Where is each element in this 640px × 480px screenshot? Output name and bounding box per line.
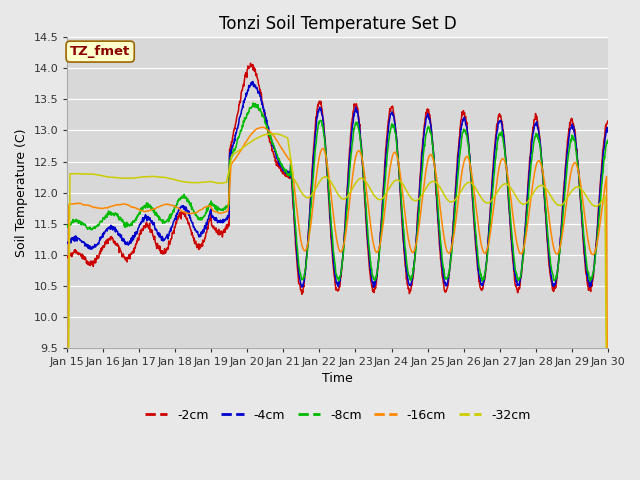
-32cm bbox=[422, 186, 429, 192]
-16cm bbox=[540, 175, 548, 180]
-16cm bbox=[244, 136, 252, 142]
X-axis label: Time: Time bbox=[322, 372, 353, 385]
-8cm bbox=[540, 180, 548, 186]
-4cm bbox=[244, 87, 252, 93]
Line: -2cm: -2cm bbox=[67, 63, 607, 294]
-4cm bbox=[604, 126, 611, 132]
-2cm bbox=[604, 118, 611, 124]
-2cm bbox=[170, 225, 178, 230]
Y-axis label: Soil Temperature (C): Soil Temperature (C) bbox=[15, 128, 28, 257]
-32cm bbox=[492, 191, 500, 197]
-8cm bbox=[492, 151, 500, 157]
-32cm bbox=[270, 131, 278, 137]
-8cm bbox=[604, 137, 611, 143]
-8cm bbox=[170, 205, 178, 211]
-2cm bbox=[246, 60, 254, 66]
-8cm bbox=[586, 278, 594, 284]
-16cm bbox=[492, 185, 500, 191]
-2cm bbox=[422, 110, 429, 116]
Text: TZ_fmet: TZ_fmet bbox=[70, 45, 131, 58]
-8cm bbox=[184, 197, 191, 203]
-16cm bbox=[259, 124, 267, 130]
-4cm bbox=[249, 79, 257, 84]
-2cm bbox=[493, 124, 500, 130]
-4cm bbox=[422, 117, 429, 123]
Line: -16cm: -16cm bbox=[67, 127, 607, 480]
-2cm bbox=[298, 291, 306, 297]
-32cm bbox=[184, 180, 191, 185]
-8cm bbox=[63, 224, 71, 229]
-4cm bbox=[493, 132, 500, 138]
-16cm bbox=[170, 204, 178, 209]
Line: -32cm: -32cm bbox=[67, 134, 607, 480]
-32cm bbox=[170, 177, 178, 182]
-8cm bbox=[250, 100, 257, 106]
Line: -8cm: -8cm bbox=[67, 103, 607, 281]
-2cm bbox=[63, 255, 71, 261]
-8cm bbox=[244, 111, 252, 117]
-16cm bbox=[422, 170, 429, 176]
-8cm bbox=[422, 135, 429, 141]
-4cm bbox=[369, 284, 377, 290]
Title: Tonzi Soil Temperature Set D: Tonzi Soil Temperature Set D bbox=[219, 15, 456, 33]
Legend: -2cm, -4cm, -8cm, -16cm, -32cm: -2cm, -4cm, -8cm, -16cm, -32cm bbox=[140, 404, 536, 427]
-16cm bbox=[184, 210, 191, 216]
Line: -4cm: -4cm bbox=[67, 82, 607, 287]
-4cm bbox=[170, 217, 178, 223]
-2cm bbox=[184, 216, 191, 222]
-4cm bbox=[184, 210, 191, 216]
-2cm bbox=[244, 63, 252, 69]
-32cm bbox=[244, 141, 252, 147]
-32cm bbox=[540, 183, 548, 189]
-4cm bbox=[540, 192, 548, 197]
-16cm bbox=[604, 457, 611, 463]
-4cm bbox=[63, 240, 71, 245]
-2cm bbox=[540, 192, 548, 198]
